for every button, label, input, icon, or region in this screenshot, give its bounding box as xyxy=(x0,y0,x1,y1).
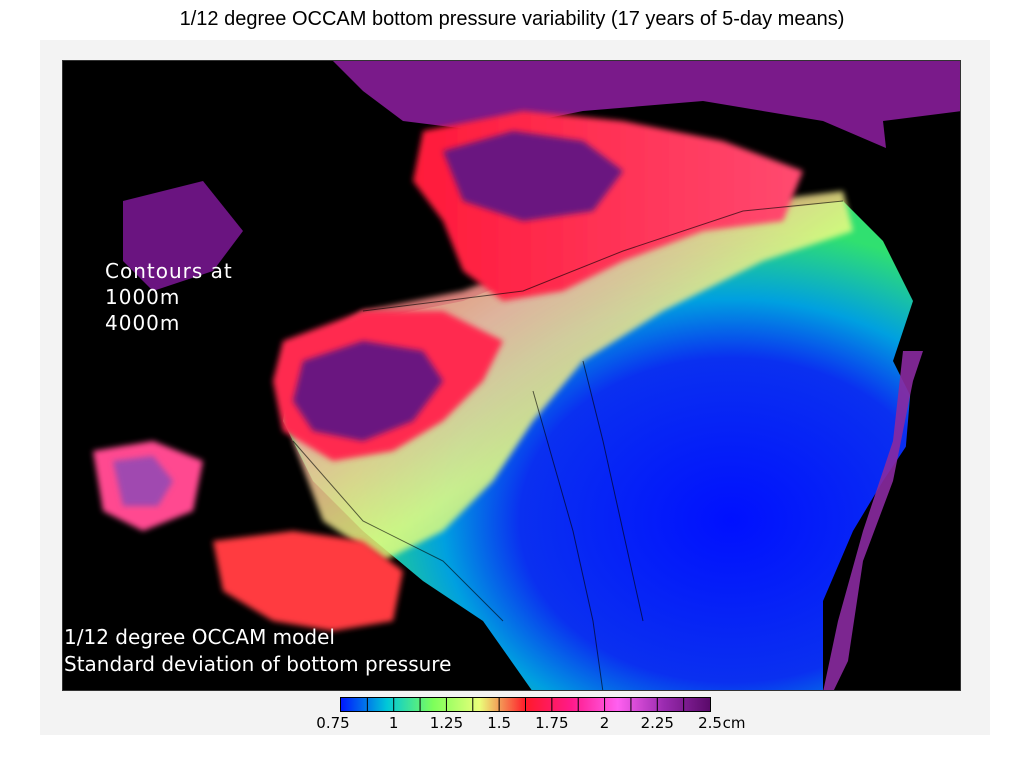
colorbar-unit-label: cm xyxy=(722,714,746,732)
contour-level-1000m: 1000m xyxy=(105,285,181,309)
colorbar-tick-label: 2 xyxy=(599,714,610,732)
bottom-pressure-map xyxy=(62,60,961,691)
colorbar-tick-label: 2.5 xyxy=(698,714,722,732)
contour-level-4000m: 4000m xyxy=(105,311,181,335)
colorbar-labels: 0.75 1 1.25 1.5 1.75 2 2.25 2.5 cm xyxy=(0,712,1024,734)
colorbar-tick-label: 0.75 xyxy=(316,714,350,732)
colorbar-tick-label: 1 xyxy=(388,714,399,732)
map-graphic xyxy=(63,61,960,690)
model-name-label: 1/12 degree OCCAM model xyxy=(64,625,335,649)
colorbar-tick-label: 1.25 xyxy=(429,714,464,732)
transition-band xyxy=(293,191,853,561)
colorbar-tick-label: 1.75 xyxy=(535,714,569,732)
colorbar-gradient xyxy=(341,698,710,711)
depth-contours xyxy=(292,200,844,690)
colorbar xyxy=(340,697,711,712)
inner-basins xyxy=(113,131,623,506)
contour-heading: Contours at xyxy=(105,259,233,283)
colorbar-tick-label: 1.5 xyxy=(487,714,512,732)
contour-annotation: Contours at 1000m 4000m xyxy=(105,258,233,336)
eastern-land xyxy=(823,111,960,690)
model-quantity-label: Standard deviation of bottom pressure xyxy=(64,652,452,676)
model-annotation: 1/12 degree OCCAM model Standard deviati… xyxy=(64,624,451,678)
colorbar-tick-label: 2.25 xyxy=(640,714,674,732)
slide-title: 1/12 degree OCCAM bottom pressure variab… xyxy=(179,8,845,30)
